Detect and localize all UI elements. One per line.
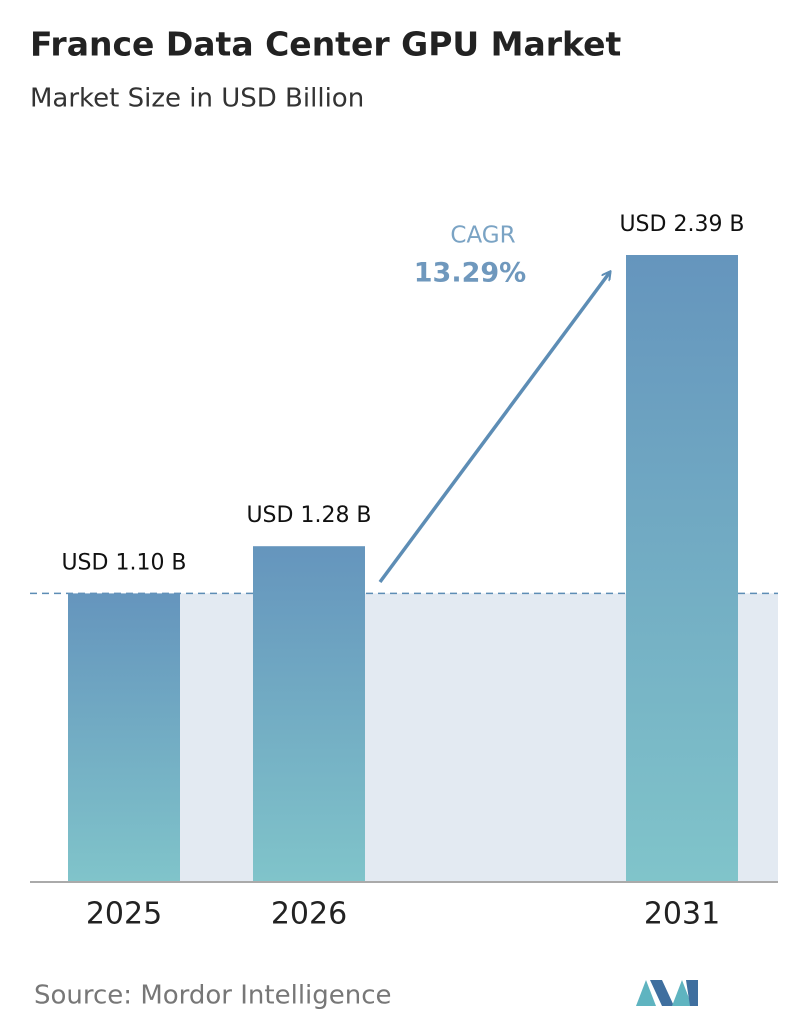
logo	[636, 980, 698, 1006]
value-label: USD 1.28 B	[246, 503, 371, 528]
chart-title: France Data Center GPU Market	[30, 25, 621, 64]
value-label: USD 1.10 B	[61, 550, 186, 575]
bar	[68, 593, 180, 882]
cagr-arrow	[378, 272, 610, 584]
x-tick-label: 2026	[271, 897, 347, 932]
plot-area: USD 1.10 B 2025 USD 1.28 B 2026 USD 2.39 B 20…	[30, 212, 778, 932]
bar	[253, 546, 365, 882]
cagr-value: 13.29%	[414, 258, 526, 289]
cagr-label: CAGR	[450, 223, 515, 249]
bar	[626, 255, 738, 882]
chart-subtitle: Market Size in USD Billion	[30, 84, 364, 114]
source: Source: Mordor Intelligence	[34, 981, 392, 1011]
x-tick-label: 2031	[644, 897, 720, 932]
x-tick-label: 2025	[86, 897, 162, 932]
value-label: USD 2.39 B	[619, 212, 744, 237]
